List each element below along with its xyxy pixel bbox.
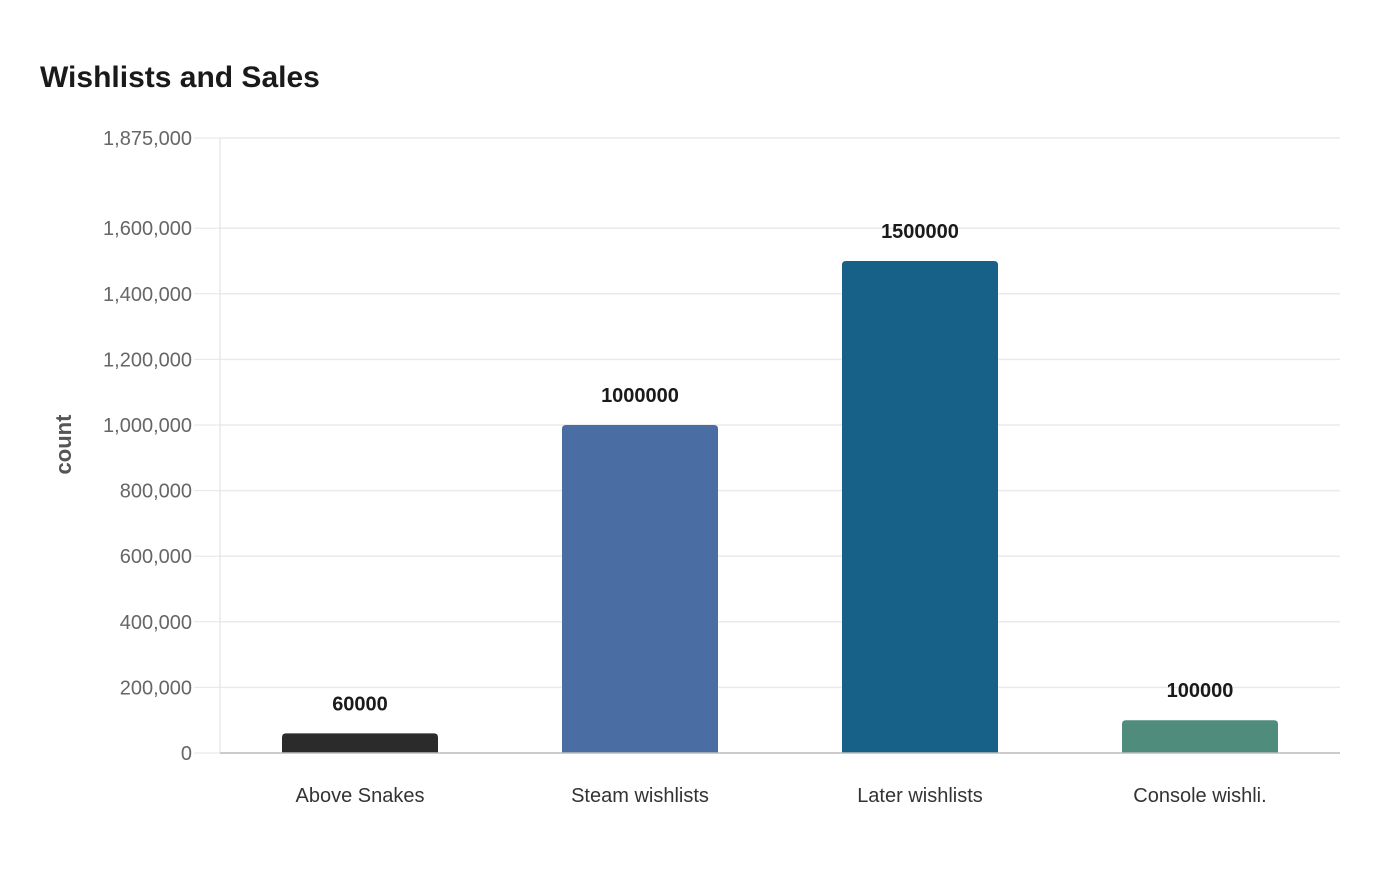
x-tick-label: Console wishli. <box>1133 785 1266 807</box>
gridlines <box>220 137 1340 689</box>
bar-value-label: 100000 <box>1167 680 1234 702</box>
y-axis-title: count <box>51 414 76 475</box>
y-tick-label: 1,600,000 <box>103 218 192 240</box>
bar-value-label: 1500000 <box>881 221 959 243</box>
y-axis: 0 200,000 400,000 600,000 800,000 1,000,000 1,… <box>103 128 221 765</box>
chart-title: Wishlists and Sales <box>40 61 320 94</box>
x-tick-label: Above Snakes <box>296 785 425 807</box>
bar[interactable] <box>1122 720 1278 753</box>
y-tick-label: 0 <box>181 743 192 765</box>
bar[interactable] <box>842 261 998 753</box>
y-tick-label: 1,000,000 <box>103 415 192 437</box>
bar-value-label: 1000000 <box>601 385 679 407</box>
bars <box>282 261 1278 753</box>
y-tick-label: 1,400,000 <box>103 284 192 306</box>
x-axis: Above Snakes Steam wishlists Later wishlis… <box>220 752 1340 807</box>
x-tick-label: Later wishlists <box>857 785 983 807</box>
data-labels: 60000 1000000 1500000 100000 <box>332 221 1233 715</box>
y-tick-label: 200,000 <box>120 677 192 699</box>
bar[interactable] <box>562 425 718 753</box>
bar[interactable] <box>282 733 438 753</box>
y-tick-label: 400,000 <box>120 612 192 634</box>
y-tick-label: 600,000 <box>120 546 192 568</box>
y-tick-label: 1,875,000 <box>103 128 192 150</box>
bar-value-label: 60000 <box>332 693 388 715</box>
y-tick-label: 800,000 <box>120 481 192 503</box>
y-tick-label: 1,200,000 <box>103 349 192 371</box>
x-tick-label: Steam wishlists <box>571 785 709 807</box>
